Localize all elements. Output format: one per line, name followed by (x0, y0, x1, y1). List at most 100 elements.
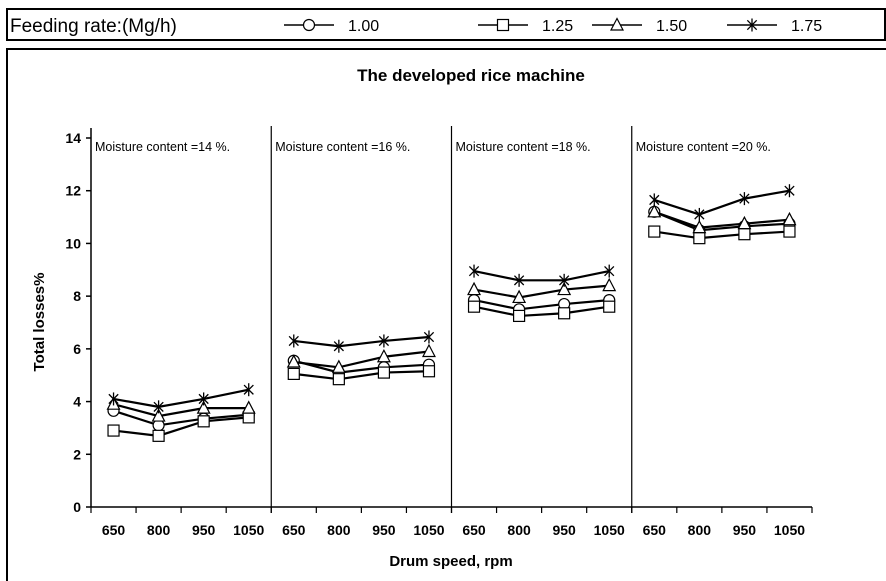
data-point-1.75 (513, 273, 525, 287)
legend-label-1.00: 1.00 (348, 18, 379, 35)
data-point-1.75 (243, 383, 254, 397)
x-tick-label: 1050 (413, 522, 444, 538)
y-tick-label: 14 (65, 130, 81, 146)
series-line-1.00 (653, 210, 790, 232)
data-point-1.50 (331, 359, 346, 373)
y-tick-label: 12 (65, 183, 81, 199)
series-line-1.25 (113, 416, 249, 437)
x-tick-label: 1050 (594, 522, 625, 538)
data-point-1.25 (512, 309, 526, 323)
data-point-1.50 (151, 408, 166, 422)
data-point-1.75 (378, 334, 390, 348)
x-tick-label: 800 (147, 522, 171, 538)
legend-marker-asterisk (746, 18, 758, 32)
series-line-1.75 (113, 388, 249, 408)
series-line-1.25 (293, 370, 430, 381)
x-tick-label: 950 (552, 522, 576, 538)
data-point-1.25 (377, 366, 391, 379)
data-point-1.25 (467, 300, 481, 313)
data-point-1.75 (423, 330, 435, 344)
chart-frame (6, 48, 886, 581)
chart-title: The developed rice machine (357, 66, 585, 85)
data-point-1.25 (693, 232, 706, 245)
data-point-1.75 (108, 392, 119, 406)
x-tick-label: 650 (643, 522, 667, 538)
data-point-1.25 (783, 225, 796, 238)
data-point-1.75 (604, 264, 615, 278)
series-line-1.50 (653, 210, 790, 229)
legend-marker-triangle (610, 17, 624, 31)
data-point-1.50 (557, 281, 572, 296)
data-point-1.50 (602, 277, 617, 292)
panel-label: Moisture content =18 %. (456, 140, 591, 154)
data-point-1.75 (559, 273, 570, 287)
x-tick-label: 950 (733, 522, 757, 538)
series-line-1.00 (113, 409, 249, 427)
data-point-1.25 (558, 307, 571, 320)
series-line-1.75 (653, 189, 790, 216)
legend-marker-square (496, 18, 510, 32)
data-point-1.75 (288, 334, 299, 348)
data-point-1.25 (287, 367, 300, 380)
data-point-1.75 (468, 264, 480, 278)
series-line-1.25 (654, 230, 790, 240)
data-point-1.75 (784, 184, 795, 198)
x-tick-label: 800 (327, 522, 351, 538)
legend-title: Feeding rate:(Mg/h) (10, 16, 177, 37)
data-point-1.25 (107, 424, 120, 437)
y-tick-label: 6 (73, 341, 81, 357)
data-point-1.25 (603, 300, 616, 313)
x-tick-label: 800 (507, 522, 531, 538)
data-point-1.50 (467, 281, 482, 296)
y-tick-label: 2 (73, 446, 81, 462)
y-tick-label: 0 (73, 499, 81, 515)
x-tick-label: 1050 (774, 522, 805, 538)
y-axis-title: Total losses% (31, 273, 48, 372)
data-point-1.75 (649, 193, 660, 207)
panel-label: Moisture content =20 %. (636, 140, 771, 154)
x-tick-label: 950 (192, 522, 216, 538)
x-tick-label: 950 (372, 522, 396, 538)
data-point-1.75 (739, 192, 750, 206)
legend-svg: Feeding rate:(Mg/h) 1.00 1.25 1.50 1.75 (10, 16, 822, 37)
data-point-1.25 (738, 228, 751, 241)
data-point-1.50 (376, 348, 391, 363)
x-axis-title: Drum speed, rpm (389, 553, 512, 570)
series-line-1.00 (293, 359, 430, 374)
series-line-1.75 (293, 335, 430, 348)
data-point-1.25 (422, 365, 436, 378)
legend-label-1.25: 1.25 (542, 18, 573, 35)
legend-marker-circle (302, 18, 316, 32)
data-point-1.50 (782, 211, 797, 226)
legend-label-1.50: 1.50 (656, 18, 687, 35)
legend (6, 8, 886, 41)
series-line-1.50 (473, 284, 610, 299)
data-point-1.50 (421, 343, 436, 358)
y-tick-label: 8 (73, 288, 81, 304)
series-line-1.25 (473, 305, 610, 318)
data-point-1.25 (197, 415, 210, 428)
x-tick-label: 650 (462, 522, 486, 538)
data-point-1.75 (333, 339, 344, 353)
data-point-1.50 (286, 354, 301, 368)
data-point-1.50 (241, 400, 256, 414)
data-point-1.25 (152, 429, 165, 442)
data-point-1.50 (512, 289, 527, 304)
data-point-1.50 (692, 219, 707, 234)
x-tick-label: 1050 (233, 522, 264, 538)
panel-label: Moisture content =14 %. (95, 140, 230, 154)
data-point-1.25 (332, 373, 345, 386)
y-tick-label: 4 (73, 394, 81, 410)
panel-label: Moisture content =16 %. (275, 140, 410, 154)
data-point-1.75 (153, 400, 164, 414)
legend-label-1.75: 1.75 (791, 18, 822, 35)
x-tick-label: 650 (102, 522, 126, 538)
series-line-1.50 (113, 403, 249, 418)
series-line-1.50 (293, 350, 430, 369)
data-point-1.50 (196, 400, 211, 414)
series-line-1.00 (473, 299, 610, 311)
series-line-1.75 (473, 270, 610, 282)
y-tick-label: 10 (65, 235, 81, 251)
data-point-1.25 (648, 225, 661, 238)
